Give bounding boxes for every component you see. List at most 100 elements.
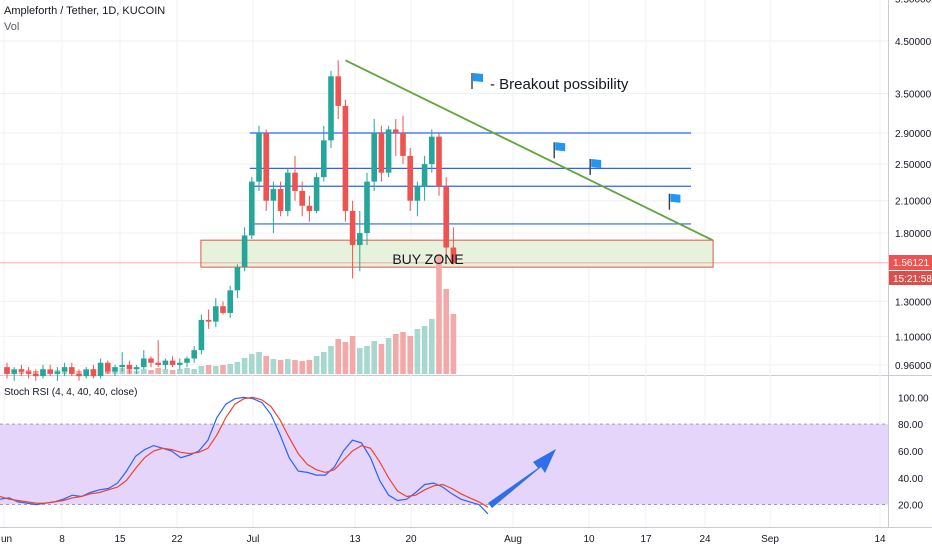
- volume-bar: [371, 341, 377, 374]
- candle-body[interactable]: [4, 367, 10, 374]
- candle-body[interactable]: [119, 364, 125, 368]
- candle-body[interactable]: [335, 76, 341, 106]
- candle-body[interactable]: [328, 76, 334, 141]
- breakout-annotation-text: - Breakout possibility: [490, 76, 629, 93]
- volume-bar: [306, 360, 313, 374]
- candle-body[interactable]: [54, 371, 61, 374]
- candle-body[interactable]: [33, 373, 39, 377]
- volume-bar: [292, 360, 298, 374]
- candle-body[interactable]: [133, 367, 140, 370]
- price-tick-label: 4.50000: [895, 37, 932, 48]
- volume-bar: [220, 365, 226, 374]
- candle-body[interactable]: [299, 190, 305, 206]
- volume-bar: [213, 366, 219, 374]
- upward-arrow-annotation[interactable]: [488, 449, 556, 508]
- candle-body[interactable]: [241, 235, 248, 268]
- candle-body[interactable]: [234, 267, 241, 291]
- candle-body[interactable]: [191, 350, 197, 359]
- candle-body[interactable]: [184, 358, 190, 363]
- flag-cloth: [591, 158, 602, 168]
- stoch-tick-label: 20.00: [898, 501, 923, 512]
- volume-bar: [256, 352, 262, 374]
- blue-flag-icon[interactable]: [471, 73, 483, 89]
- candle-body[interactable]: [205, 319, 212, 322]
- candle-body[interactable]: [169, 360, 176, 365]
- candle-body[interactable]: [285, 172, 291, 211]
- candle-body[interactable]: [249, 181, 255, 236]
- candle-body[interactable]: [227, 290, 233, 313]
- candle-body[interactable]: [141, 358, 147, 368]
- candle-body[interactable]: [148, 358, 154, 363]
- candle-body[interactable]: [443, 186, 449, 248]
- volume-bar: [429, 319, 435, 374]
- candle-body[interactable]: [18, 369, 25, 372]
- candle-body[interactable]: [407, 155, 413, 201]
- candle-body[interactable]: [155, 362, 161, 365]
- blue-flag-icon[interactable]: [553, 142, 566, 159]
- candle-body[interactable]: [220, 306, 226, 313]
- candle-body[interactable]: [421, 164, 428, 187]
- volume-bar: [277, 360, 284, 374]
- candle-body[interactable]: [213, 306, 219, 322]
- volume-bar: [155, 368, 161, 374]
- candle-body[interactable]: [277, 189, 284, 211]
- descending-trendline[interactable]: [345, 59, 713, 241]
- flag-cloth: [473, 73, 483, 82]
- candle-body[interactable]: [400, 132, 406, 156]
- candle-body[interactable]: [47, 369, 53, 374]
- volume-bar: [385, 338, 392, 374]
- candle-body[interactable]: [162, 360, 169, 365]
- candle-body[interactable]: [450, 247, 457, 264]
- candle-body[interactable]: [364, 181, 370, 234]
- candle-body[interactable]: [321, 140, 327, 178]
- time-tick-label: 24: [699, 534, 711, 545]
- candle-body[interactable]: [198, 319, 205, 351]
- stoch-tick-label: 100.00: [898, 393, 929, 404]
- candle-body[interactable]: [126, 364, 133, 370]
- candle-body[interactable]: [436, 136, 442, 187]
- candle-body[interactable]: [90, 369, 97, 377]
- candle-body[interactable]: [40, 369, 46, 377]
- buy-zone-label: BUY ZONE: [392, 251, 463, 267]
- candle-body[interactable]: [378, 132, 385, 173]
- volume-bar: [263, 356, 269, 374]
- candle-body[interactable]: [371, 132, 377, 182]
- blue-flag-icon[interactable]: [668, 193, 681, 210]
- candle-body[interactable]: [112, 367, 118, 372]
- candle-body[interactable]: [385, 129, 392, 173]
- candle-body[interactable]: [357, 233, 363, 246]
- candle-body[interactable]: [292, 172, 298, 191]
- stoch-d-line: [0, 396, 489, 508]
- time-tick-label: Aug: [504, 534, 522, 545]
- volume-bar: [378, 344, 385, 374]
- candle-body[interactable]: [429, 136, 435, 165]
- candle-body[interactable]: [313, 177, 320, 211]
- candle-body[interactable]: [25, 371, 32, 374]
- candle-body[interactable]: [105, 362, 111, 372]
- candle-body[interactable]: [414, 186, 421, 201]
- candle-body[interactable]: [83, 369, 89, 377]
- volume-bar: [285, 359, 291, 374]
- candle-body[interactable]: [306, 205, 313, 211]
- candle-body[interactable]: [342, 105, 349, 211]
- volume-bar: [400, 332, 406, 374]
- candle-body[interactable]: [177, 362, 183, 365]
- candle-body[interactable]: [97, 362, 104, 377]
- blue-flag-icon[interactable]: [589, 158, 602, 175]
- candle-body[interactable]: [256, 132, 262, 182]
- time-tick-label: 13: [349, 534, 361, 545]
- candle-body[interactable]: [349, 210, 356, 246]
- stoch-tick-label: 40.00: [898, 474, 923, 485]
- candle-body[interactable]: [393, 129, 399, 133]
- candle-body[interactable]: [270, 189, 277, 201]
- candle-body[interactable]: [11, 369, 17, 374]
- time-tick-label: Jul: [247, 534, 260, 545]
- candle-body[interactable]: [69, 367, 75, 374]
- candle-body[interactable]: [61, 367, 68, 372]
- time-tick-label: Sep: [761, 534, 779, 545]
- candle-body[interactable]: [76, 373, 82, 377]
- candle-body[interactable]: [263, 132, 269, 201]
- volume-bar: [450, 314, 457, 374]
- volume-bar: [349, 336, 356, 374]
